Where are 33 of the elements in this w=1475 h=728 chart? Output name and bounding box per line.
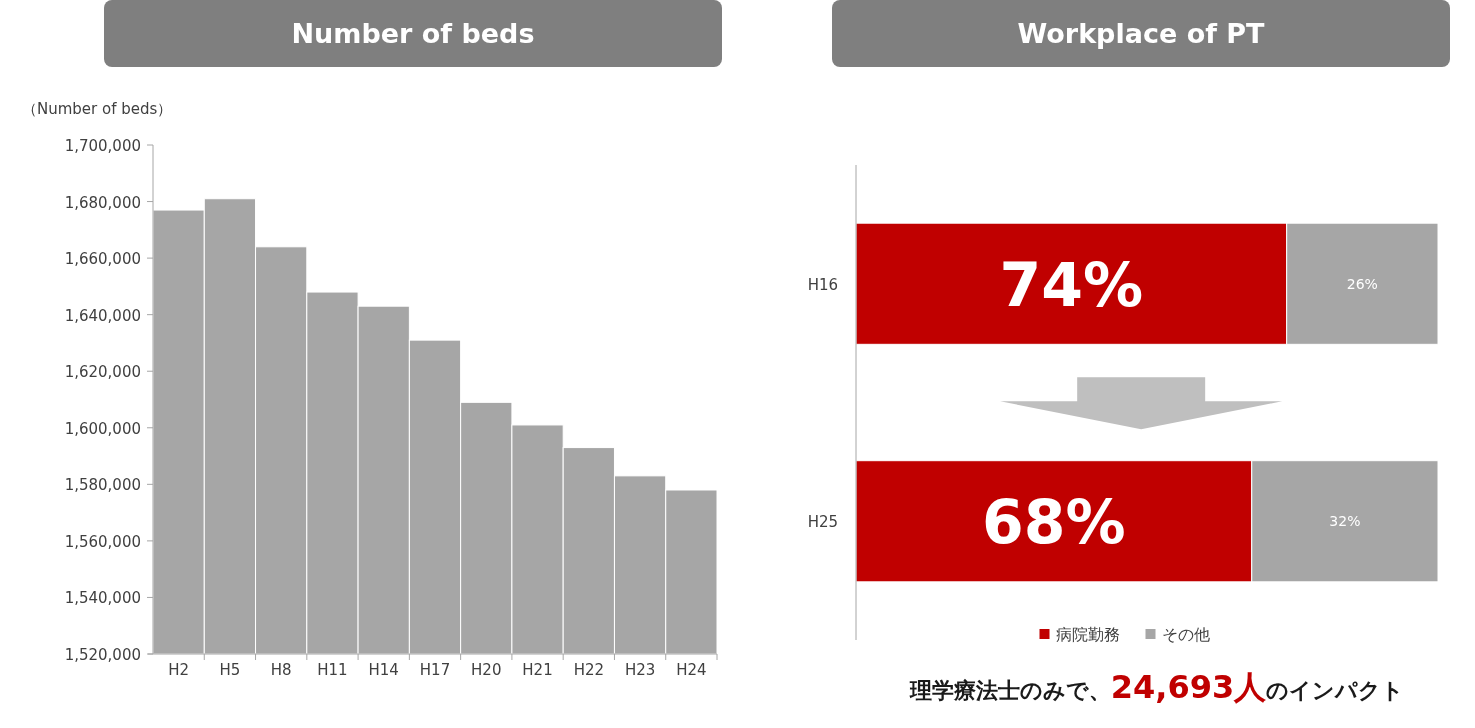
chart-title: Number of beds <box>291 18 535 49</box>
y-axis-title: （Number of beds） <box>22 100 173 118</box>
y-tick-label: H16 <box>807 275 838 294</box>
x-tick-label: H21 <box>522 661 553 679</box>
y-tick-label: 1,680,000 <box>64 193 141 212</box>
x-tick-label: H17 <box>419 661 451 679</box>
y-tick-label: 1,580,000 <box>64 476 141 495</box>
x-tick-label: H22 <box>573 661 605 679</box>
x-tick-label: H2 <box>168 661 190 679</box>
data-label: 68% <box>982 487 1126 558</box>
x-tick-label: H20 <box>471 661 502 679</box>
text: 理学療法士のみで、24,693人のインパクト <box>908 668 1405 706</box>
y-tick-label: 1,560,000 <box>64 532 141 551</box>
y-tick-label: H25 <box>807 513 838 532</box>
legend-label: 病院勤務 <box>1055 625 1120 644</box>
x-tick-label: H24 <box>676 661 707 679</box>
y-tick-label: 1,640,000 <box>64 306 141 325</box>
data-label: 32% <box>1329 513 1361 530</box>
y-tick-label: 1,540,000 <box>64 589 141 608</box>
x-tick-label: H23 <box>624 661 656 679</box>
y-tick-label: 1,620,000 <box>64 363 141 382</box>
x-tick-label: H5 <box>219 661 241 679</box>
y-tick-label: 1,700,000 <box>64 137 141 155</box>
x-tick-label: H14 <box>368 661 399 679</box>
chart-title: Workplace of PT <box>1017 18 1266 49</box>
y-tick-label: 1,520,000 <box>64 646 141 664</box>
legend-label: その他 <box>1161 625 1210 644</box>
x-tick-label: H11 <box>317 661 348 679</box>
x-tick-label: H8 <box>270 661 292 679</box>
data-label: 26% <box>1346 275 1378 292</box>
y-tick-label: 1,660,000 <box>64 250 141 269</box>
y-tick-label: 1,600,000 <box>64 419 141 438</box>
data-label: 74% <box>999 249 1144 320</box>
